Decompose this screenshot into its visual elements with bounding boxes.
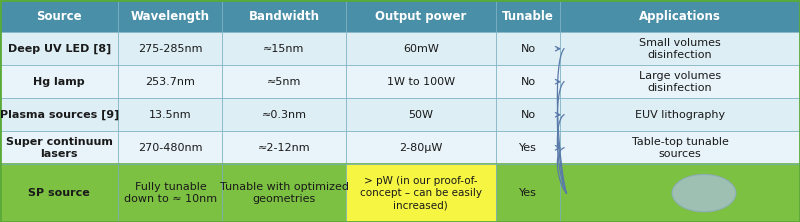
Text: Wavelength: Wavelength bbox=[131, 10, 210, 23]
Text: SP source: SP source bbox=[28, 188, 90, 198]
Text: Bandwidth: Bandwidth bbox=[249, 10, 319, 23]
Text: 50W: 50W bbox=[408, 110, 434, 120]
Text: 275-285nm: 275-285nm bbox=[138, 44, 202, 54]
Text: No: No bbox=[521, 110, 535, 120]
Bar bbox=[118, 131, 222, 164]
Bar bbox=[222, 32, 346, 65]
Bar bbox=[118, 0, 222, 32]
Bar bbox=[346, 0, 496, 32]
Text: ≈15nm: ≈15nm bbox=[263, 44, 305, 54]
Text: Fully tunable
down to ≈ 10nm: Fully tunable down to ≈ 10nm bbox=[124, 182, 217, 204]
Text: 1W to 100W: 1W to 100W bbox=[386, 77, 455, 87]
Text: Output power: Output power bbox=[375, 10, 466, 23]
Bar bbox=[118, 98, 222, 131]
Bar bbox=[222, 0, 346, 32]
Text: Hg lamp: Hg lamp bbox=[34, 77, 85, 87]
Bar bbox=[0, 0, 118, 32]
Text: ≈0.3nm: ≈0.3nm bbox=[262, 110, 306, 120]
Bar bbox=[346, 164, 496, 222]
Bar bbox=[118, 32, 222, 65]
Bar bbox=[118, 65, 222, 98]
Bar bbox=[0, 65, 118, 98]
Bar bbox=[222, 131, 346, 164]
Bar bbox=[560, 32, 800, 65]
Bar bbox=[0, 131, 118, 164]
Bar bbox=[496, 65, 560, 98]
Text: Source: Source bbox=[36, 10, 82, 23]
Text: Yes: Yes bbox=[519, 143, 537, 153]
Text: Table-top tunable
sources: Table-top tunable sources bbox=[631, 137, 729, 159]
Text: ≈2-12nm: ≈2-12nm bbox=[258, 143, 310, 153]
Bar bbox=[496, 0, 560, 32]
Bar bbox=[496, 131, 560, 164]
Text: Super continuum
lasers: Super continuum lasers bbox=[6, 137, 113, 159]
Text: Yes: Yes bbox=[519, 188, 537, 198]
Bar bbox=[496, 164, 560, 222]
Bar bbox=[560, 98, 800, 131]
Bar bbox=[346, 131, 496, 164]
Text: Small volumes
disinfection: Small volumes disinfection bbox=[639, 38, 721, 60]
Text: Large volumes
disinfection: Large volumes disinfection bbox=[639, 71, 721, 93]
Bar bbox=[560, 65, 800, 98]
Bar bbox=[222, 98, 346, 131]
Text: No: No bbox=[521, 77, 535, 87]
Text: Tunable: Tunable bbox=[502, 10, 554, 23]
Bar bbox=[0, 98, 118, 131]
Ellipse shape bbox=[672, 174, 736, 212]
Bar bbox=[560, 131, 800, 164]
Text: EUV lithography: EUV lithography bbox=[635, 110, 725, 120]
Text: No: No bbox=[521, 44, 535, 54]
Text: 253.7nm: 253.7nm bbox=[146, 77, 195, 87]
Text: 270-480nm: 270-480nm bbox=[138, 143, 202, 153]
Bar bbox=[560, 0, 800, 32]
Text: Plasma sources [9]: Plasma sources [9] bbox=[0, 110, 119, 120]
Text: 13.5nm: 13.5nm bbox=[149, 110, 192, 120]
Bar bbox=[0, 164, 800, 222]
Bar bbox=[118, 164, 222, 222]
Text: Applications: Applications bbox=[639, 10, 721, 23]
Bar bbox=[346, 65, 496, 98]
Text: 2-80μW: 2-80μW bbox=[399, 143, 442, 153]
Bar bbox=[222, 164, 346, 222]
Text: > pW (in our proof-of-
concept – can be easily
increased): > pW (in our proof-of- concept – can be … bbox=[360, 176, 482, 210]
Bar bbox=[346, 32, 496, 65]
Bar bbox=[496, 98, 560, 131]
Text: Tunable with optimized
geometries: Tunable with optimized geometries bbox=[219, 182, 349, 204]
Bar bbox=[222, 65, 346, 98]
Bar bbox=[0, 164, 118, 222]
Text: Deep UV LED [8]: Deep UV LED [8] bbox=[7, 44, 111, 54]
Text: 60mW: 60mW bbox=[403, 44, 438, 54]
Bar bbox=[560, 164, 800, 222]
Text: ≈5nm: ≈5nm bbox=[267, 77, 301, 87]
Bar bbox=[346, 98, 496, 131]
Bar bbox=[0, 32, 118, 65]
Bar bbox=[496, 32, 560, 65]
